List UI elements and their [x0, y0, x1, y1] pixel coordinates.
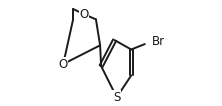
Text: S: S [113, 91, 120, 104]
Text: O: O [59, 58, 68, 70]
Text: Br: Br [152, 35, 165, 48]
Text: O: O [79, 8, 89, 21]
